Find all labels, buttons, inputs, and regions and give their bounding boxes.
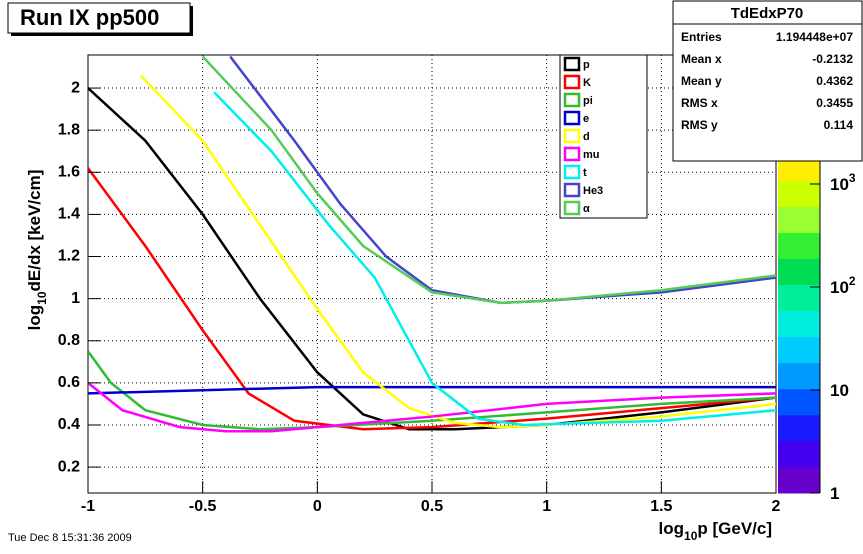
curve — [201, 55, 776, 305]
stats-key: RMS y — [681, 118, 718, 132]
legend-swatch — [563, 146, 581, 162]
label-part: 10 — [35, 291, 49, 305]
colorbar-band — [778, 466, 820, 494]
legend-label: d — [583, 131, 590, 143]
stats-key: Entries — [681, 30, 722, 44]
label-part: log — [25, 305, 44, 331]
legend-swatch — [563, 92, 581, 108]
label-part: log — [659, 519, 685, 538]
legend-label: e — [583, 113, 589, 125]
colorbar-band — [778, 258, 820, 286]
y-tick-label: 1.4 — [58, 206, 80, 223]
colorbar-tick-label: 102 — [830, 274, 856, 297]
colorbar-band — [778, 206, 820, 233]
legend-label: mu — [583, 149, 600, 161]
legend-box — [559, 54, 648, 219]
stats-box: TdEdxP70 Entries 1.194448e+07 Mean x -0.2132… — [672, 0, 863, 162]
stats-value: 0.4362 — [816, 74, 853, 88]
y-tick-label: 1.2 — [58, 248, 80, 265]
stats-key: RMS x — [681, 96, 718, 110]
y-tick-label: 0.8 — [58, 332, 80, 349]
colorbar-band — [778, 414, 820, 442]
y-tick-label: 0.6 — [58, 374, 80, 391]
label-part: 10 — [830, 278, 849, 297]
stats-value: 1.194448e+07 — [776, 30, 853, 44]
colorbar-band — [778, 388, 820, 416]
y-tick-label: 2 — [71, 79, 80, 96]
colorbar-band — [778, 284, 820, 312]
colorbar-band — [778, 232, 820, 259]
stats-value: 0.3455 — [816, 96, 853, 110]
colorbar-band — [778, 180, 820, 207]
legend-swatch — [563, 164, 581, 180]
x-tick-label: 0.5 — [421, 498, 443, 515]
title: Run IX pp500 — [20, 5, 159, 30]
x-tick-label: 2 — [772, 498, 781, 515]
curve — [88, 350, 776, 431]
legend-swatch — [563, 200, 581, 216]
legend-label: α — [583, 203, 590, 215]
colorbar-band — [778, 336, 820, 364]
label-part: 10 — [830, 175, 849, 194]
y-tick-label: 1.6 — [58, 164, 80, 181]
y-tick-label: 0.2 — [58, 458, 80, 475]
curve — [88, 87, 776, 431]
stats-value: -0.2132 — [812, 52, 853, 66]
label-part: 1 — [830, 484, 839, 503]
label-part: 3 — [849, 171, 856, 185]
y-tick-label: 1 — [71, 290, 80, 307]
legend-label: pi — [583, 95, 593, 107]
axes: -1 -0.5 0 0.5 1 1.5 2 0.2 0.4 0.6 0.8 1 1.2 1.4 1.6 1.8… — [25, 79, 781, 543]
colorbar-band — [778, 362, 820, 390]
x-axis-title: log10p [GeV/c] — [659, 519, 772, 543]
legend-label: t — [583, 167, 587, 179]
label-part: dE/dx [keV/cm] — [25, 170, 44, 292]
legend-swatch — [563, 128, 581, 144]
colorbar-tick-label: 10 — [830, 381, 849, 400]
label-part: 10 — [684, 529, 698, 543]
label-part: 10 — [830, 381, 849, 400]
stats-frame — [672, 0, 863, 162]
curves — [88, 55, 776, 433]
date: Tue Dec 8 15:31:36 2009 — [8, 532, 132, 544]
legend-label: K — [583, 77, 591, 89]
legend-label: p — [583, 59, 590, 71]
label-part: 2 — [849, 274, 856, 288]
x-tick-label: -0.5 — [189, 498, 217, 515]
legend-label: He3 — [583, 185, 603, 197]
legend-swatch — [563, 74, 581, 90]
y-tick-label: 0.4 — [58, 416, 80, 433]
x-tick-label: 1 — [542, 498, 551, 515]
y-axis-title: log10dE/dx [keV/cm] — [25, 170, 49, 331]
x-tick-label: 0 — [313, 498, 322, 515]
y-tick-label: 1.8 — [58, 121, 80, 138]
colorbar-band — [778, 440, 820, 468]
stats-title: TdEdxP70 — [731, 5, 804, 22]
stats-key: Mean y — [681, 74, 722, 88]
stats-key: Mean x — [681, 52, 722, 66]
colorbar-tick-label: 103 — [830, 171, 856, 194]
label-part: p [GeV/c] — [697, 519, 772, 538]
curve — [229, 55, 776, 305]
title-box — [7, 2, 191, 34]
x-tick-label: 1.5 — [650, 498, 672, 515]
legend-swatch — [563, 110, 581, 126]
curve — [88, 381, 776, 433]
legend-swatch — [563, 182, 581, 198]
stats-value: 0.114 — [824, 118, 854, 132]
curve — [213, 91, 776, 427]
legend-swatch — [563, 56, 581, 72]
x-tick-label: -1 — [81, 498, 95, 515]
colorbar-tick-label: 1 — [830, 484, 839, 503]
colorbar-band — [778, 310, 820, 338]
curve — [88, 385, 776, 395]
